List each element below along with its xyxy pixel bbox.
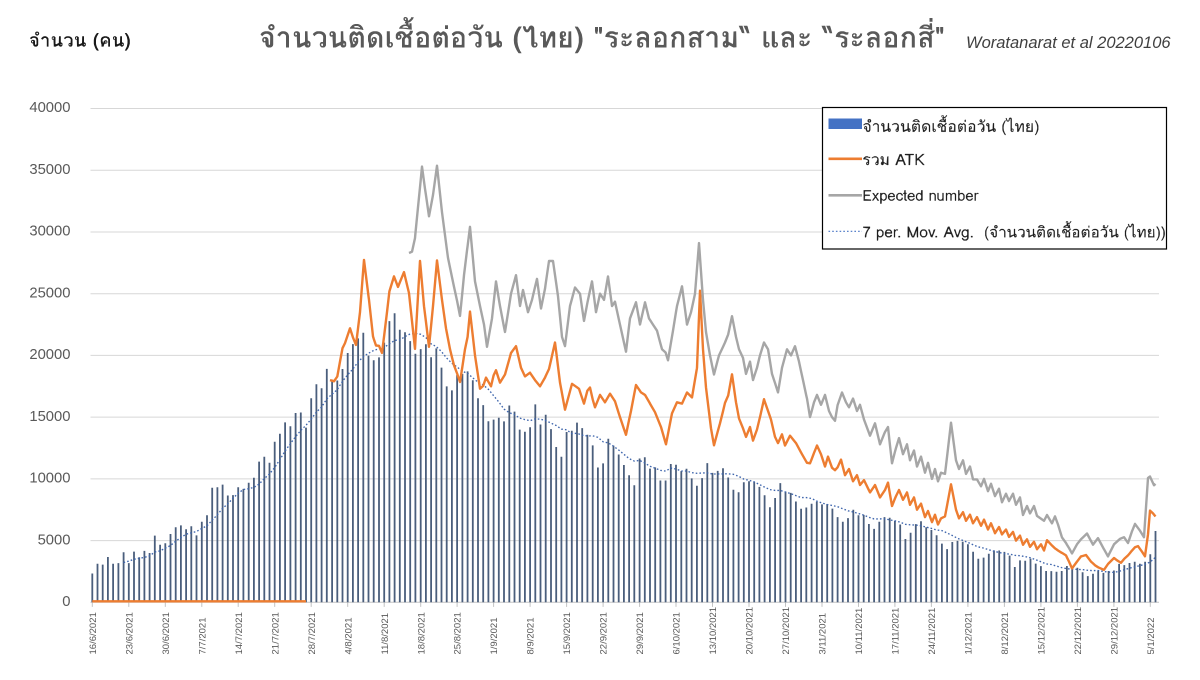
- svg-text:30/6/2021: 30/6/2021: [161, 612, 172, 654]
- svg-text:15/9/2021: 15/9/2021: [562, 612, 573, 654]
- svg-text:22/12/2021: 22/12/2021: [1073, 607, 1084, 655]
- svg-text:4/8/2021: 4/8/2021: [343, 618, 354, 655]
- svg-text:25000: 25000: [29, 285, 70, 301]
- svg-text:11/8/2021: 11/8/2021: [380, 613, 391, 655]
- svg-text:1/12/2021: 1/12/2021: [964, 612, 975, 654]
- svg-text:20000: 20000: [29, 347, 70, 363]
- svg-text:28/7/2021: 28/7/2021: [307, 612, 318, 654]
- svg-text:22/9/2021: 22/9/2021: [599, 612, 610, 654]
- svg-text:15/12/2021: 15/12/2021: [1037, 607, 1048, 655]
- svg-text:30000: 30000: [29, 224, 70, 240]
- svg-text:20/10/2021: 20/10/2021: [745, 607, 756, 655]
- svg-text:15000: 15000: [29, 409, 70, 425]
- svg-text:1/9/2021: 1/9/2021: [489, 618, 500, 655]
- svg-text:17/11/2021: 17/11/2021: [891, 608, 902, 655]
- svg-text:35000: 35000: [29, 162, 70, 178]
- svg-text:27/10/2021: 27/10/2021: [781, 607, 792, 655]
- svg-text:10000: 10000: [29, 471, 70, 487]
- svg-text:25/8/2021: 25/8/2021: [453, 612, 464, 654]
- svg-text:0: 0: [62, 594, 70, 610]
- svg-text:21/7/2021: 21/7/2021: [270, 612, 281, 654]
- svg-text:40000: 40000: [29, 100, 70, 116]
- svg-text:3/11/2021: 3/11/2021: [818, 613, 829, 655]
- svg-text:8/9/2021: 8/9/2021: [526, 618, 537, 655]
- svg-text:18/8/2021: 18/8/2021: [416, 612, 427, 654]
- svg-text:24/11/2021: 24/11/2021: [927, 608, 938, 655]
- svg-text:29/12/2021: 29/12/2021: [1110, 607, 1121, 655]
- svg-text:16/6/2021: 16/6/2021: [88, 612, 99, 654]
- svg-text:29/9/2021: 29/9/2021: [635, 612, 646, 654]
- svg-text:Woratanarat et al 20220106: Woratanarat et al 20220106: [966, 34, 1171, 52]
- svg-text:8/12/2021: 8/12/2021: [1000, 612, 1011, 654]
- svg-text:23/6/2021: 23/6/2021: [124, 612, 135, 654]
- svg-text:5/1/2022: 5/1/2022: [1146, 618, 1157, 655]
- svg-text:13/10/2021: 13/10/2021: [708, 607, 719, 655]
- svg-text:5000: 5000: [38, 532, 71, 548]
- svg-text:6/10/2021: 6/10/2021: [672, 612, 683, 654]
- svg-text:10/11/2021: 10/11/2021: [854, 608, 865, 655]
- svg-text:14/7/2021: 14/7/2021: [234, 612, 245, 654]
- svg-text:7/7/2021: 7/7/2021: [197, 618, 208, 655]
